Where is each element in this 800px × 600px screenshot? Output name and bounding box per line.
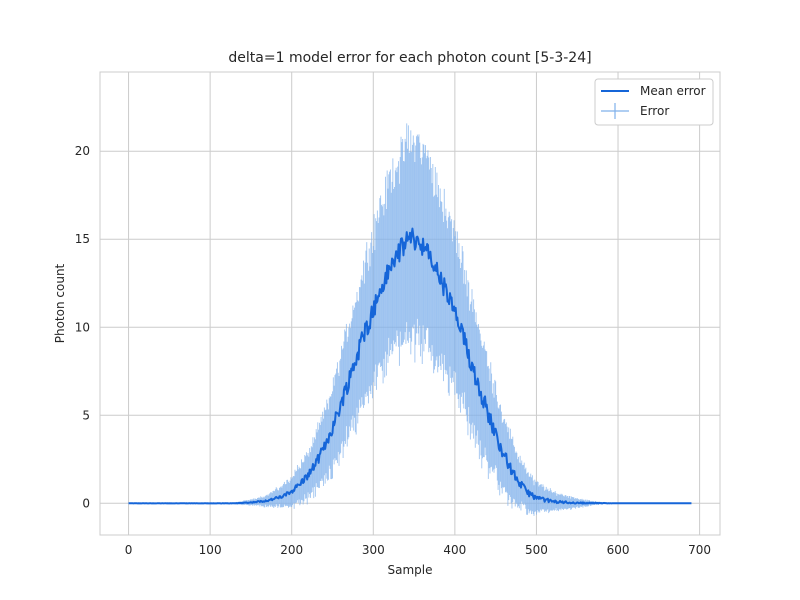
x-tick-label: 500 [525,543,548,557]
y-tick-label: 15 [75,232,90,246]
legend: Mean error Error [594,78,714,126]
x-axis-label: Sample [388,563,433,577]
plot-area: 0 100 200 300 400 500 600 700 0 5 10 15 20 [75,71,721,557]
x-tick-label: 600 [607,543,630,557]
chart-title: delta=1 model error for each photon coun… [228,50,591,66]
y-tick-label: 0 [82,496,90,510]
mean-error-line [128,227,692,505]
y-axis-label: Photon count [53,263,67,343]
y-tick-label: 20 [75,144,90,158]
x-tick-label: 700 [688,543,711,557]
plot-frame [99,71,721,536]
x-tick-label: 100 [199,543,222,557]
legend-label-mean-error: Mean error [640,84,706,98]
x-tick-label: 0 [125,543,133,557]
x-tick-label: 200 [280,543,303,557]
y-tick-label: 10 [75,320,90,334]
legend-label-error: Error [640,104,669,118]
y-tick-label: 5 [82,408,90,422]
x-tick-label: 400 [443,543,466,557]
x-tick-label: 300 [362,543,385,557]
